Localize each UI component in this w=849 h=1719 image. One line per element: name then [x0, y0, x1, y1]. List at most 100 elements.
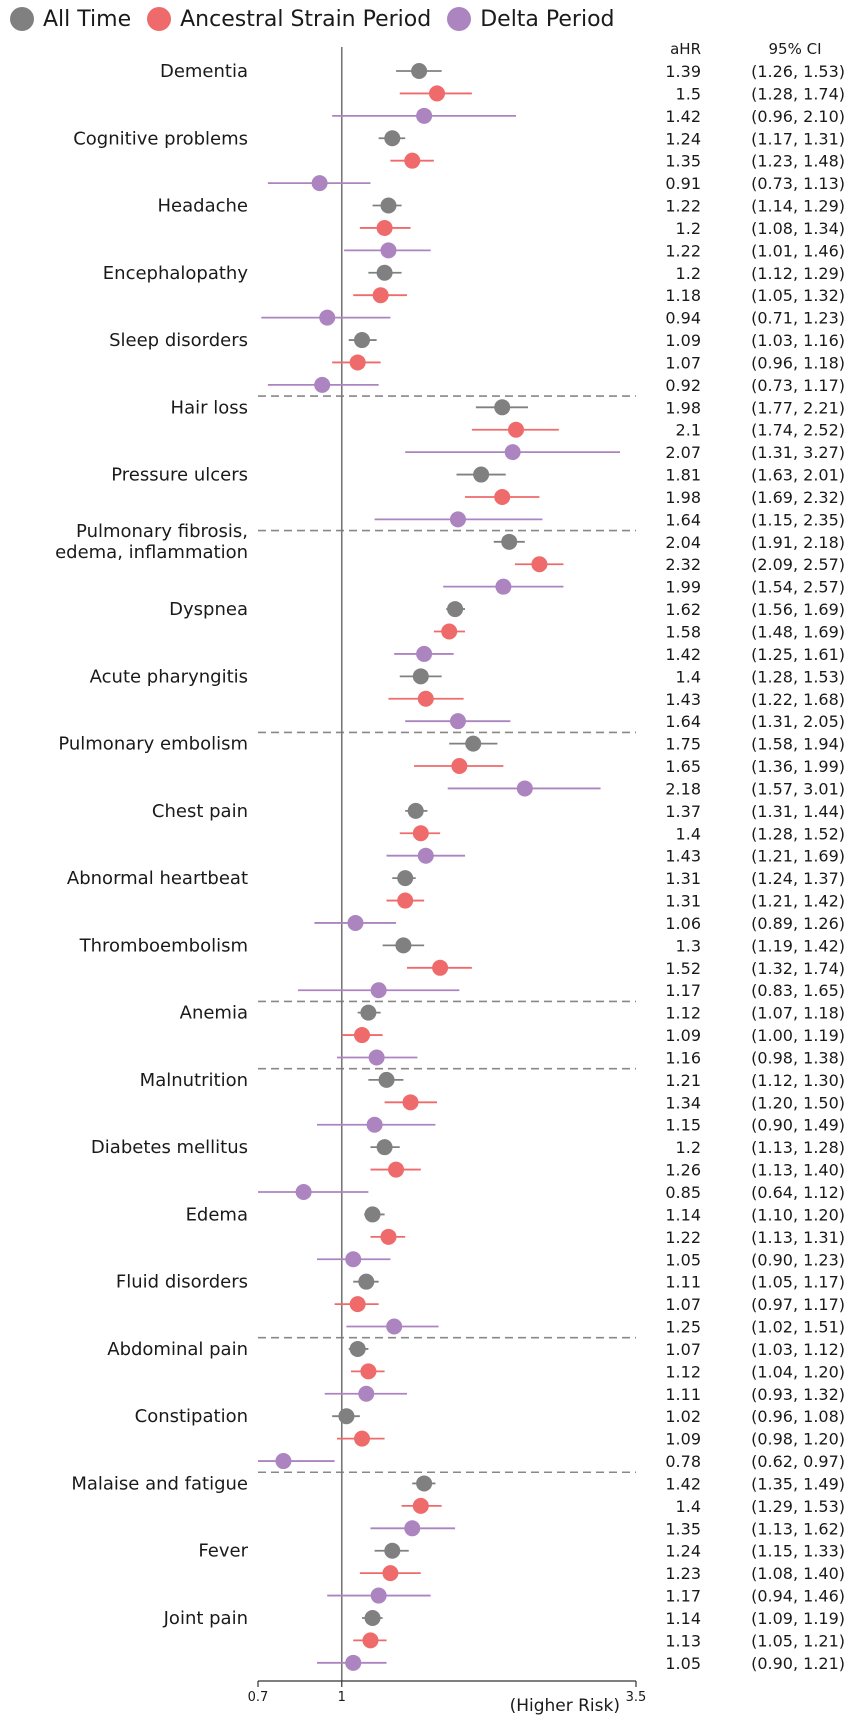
ci-value: (1.05, 1.21) [751, 1631, 845, 1650]
ahr-value: 1.64 [665, 510, 701, 529]
legend-marker-ancestral [147, 7, 172, 31]
x-tick-label: 0.7 [248, 1690, 269, 1705]
ci-value: (1.31, 2.05) [751, 712, 845, 731]
ahr-value: 1.07 [665, 1295, 701, 1314]
ahr-value: 1.22 [665, 241, 701, 260]
ci-value: (1.09, 1.19) [751, 1609, 845, 1628]
ci-value: (1.69, 2.32) [751, 488, 845, 507]
ahr-value: 1.39 [665, 62, 701, 81]
ahr-value: 2.04 [665, 533, 701, 552]
point-estimate [380, 197, 397, 214]
outcome-label: Anemia [180, 1003, 248, 1024]
ci-value: (0.96, 1.08) [751, 1407, 845, 1426]
ahr-value: 1.13 [665, 1631, 701, 1650]
ahr-value: 1.06 [665, 914, 701, 933]
legend-item-delta: Delta Period [447, 6, 615, 32]
ci-value: (1.28, 1.52) [751, 824, 845, 843]
legend-label-delta: Delta Period [480, 6, 615, 32]
point-estimate [417, 690, 434, 707]
ahr-value: 1.05 [665, 1654, 701, 1673]
outcome-label: Diabetes mellitus [91, 1137, 248, 1158]
ahr-value: 1.42 [665, 645, 701, 664]
point-estimate [366, 1116, 383, 1133]
point-estimate [397, 870, 414, 887]
ci-value: (1.28, 1.53) [751, 667, 845, 686]
ahr-value: 1.42 [665, 1474, 701, 1493]
point-estimate [397, 892, 414, 909]
ahr-value: 1.17 [665, 1587, 701, 1606]
x-tick-label: 3.5 [626, 1690, 647, 1705]
ahr-value: 1.4 [676, 667, 701, 686]
ci-value: (1.36, 1.99) [751, 757, 845, 776]
point-estimate [417, 847, 434, 864]
point-estimate [407, 802, 424, 819]
ahr-value: 1.31 [665, 869, 701, 888]
ahr-value: 1.24 [665, 1542, 701, 1561]
point-estimate [372, 287, 389, 304]
point-estimate [380, 242, 397, 259]
point-estimate [473, 466, 490, 483]
point-estimate [370, 982, 387, 999]
ahr-value: 1.62 [665, 600, 701, 619]
ahr-value: 0.91 [665, 174, 701, 193]
point-estimate [465, 735, 482, 752]
ahr-value: 1.17 [665, 981, 701, 1000]
ci-value: (1.04, 1.20) [751, 1362, 845, 1381]
outcome-label: Thromboembolism [79, 935, 248, 956]
outcome-label: Cognitive problems [73, 128, 248, 149]
ci-value: (1.19, 1.42) [751, 936, 845, 955]
ci-value: (1.74, 2.52) [751, 421, 845, 440]
point-estimate [451, 758, 468, 775]
ci-value: (1.25, 1.61) [751, 645, 845, 664]
ci-value: (1.32, 1.74) [751, 959, 845, 978]
outcome-label: Chest pain [152, 801, 248, 822]
ci-value: (1.05, 1.32) [751, 286, 845, 305]
ahr-value: 2.1 [676, 421, 701, 440]
point-estimate [531, 556, 548, 573]
ci-value: (1.20, 1.50) [751, 1093, 845, 1112]
ahr-value: 1.22 [665, 197, 701, 216]
ci-value: (1.14, 1.29) [751, 197, 845, 216]
x-tick-label: 1 [338, 1690, 346, 1705]
ci-value: (1.35, 1.49) [751, 1474, 845, 1493]
ci-value: (1.31, 1.44) [751, 802, 845, 821]
ahr-value: 1.15 [665, 1116, 701, 1135]
legend-item-ancestral: Ancestral Strain Period [147, 7, 431, 32]
ci-value: (1.12, 1.29) [751, 264, 845, 283]
ahr-value: 1.11 [665, 1385, 701, 1404]
ahr-value: 1.3 [676, 936, 701, 955]
ahr-value: 1.02 [665, 1407, 701, 1426]
outcome-label: Fluid disorders [116, 1272, 248, 1293]
legend-marker-delta [447, 7, 472, 31]
ahr-value: 0.78 [665, 1452, 701, 1471]
point-estimate [314, 376, 331, 393]
ci-value: (1.77, 2.21) [751, 398, 845, 417]
point-estimate [449, 511, 466, 528]
ahr-value: 1.11 [665, 1273, 701, 1292]
ci-value: (1.13, 1.40) [751, 1161, 845, 1180]
point-estimate [295, 1184, 312, 1200]
ci-value: (0.98, 1.38) [751, 1048, 845, 1067]
ahr-value: 1.4 [676, 1497, 701, 1516]
point-estimate [360, 1004, 377, 1021]
point-estimate [388, 1161, 405, 1178]
outcome-label: Edema [186, 1204, 248, 1225]
outcome-label: Hair loss [171, 397, 248, 418]
point-estimate [370, 1587, 387, 1604]
ci-value: (0.98, 1.20) [751, 1430, 845, 1449]
ci-value: (1.31, 3.27) [751, 443, 845, 462]
point-estimate [376, 1139, 393, 1156]
point-estimate [376, 264, 393, 281]
ci-value: (0.73, 1.13) [751, 174, 845, 193]
ci-value: (1.24, 1.37) [751, 869, 845, 888]
outcome-label: Abdominal pain [107, 1339, 248, 1360]
ahr-value: 1.5 [676, 84, 701, 103]
point-estimate [376, 219, 393, 236]
ahr-value: 1.4 [676, 824, 701, 843]
ahr-value: 1.64 [665, 712, 701, 731]
point-estimate [384, 130, 401, 147]
point-estimate [358, 1273, 375, 1290]
ci-value: (0.96, 1.18) [751, 353, 845, 372]
ci-value: (1.03, 1.16) [751, 331, 845, 350]
ci-column-header: 95% CI [768, 40, 821, 58]
